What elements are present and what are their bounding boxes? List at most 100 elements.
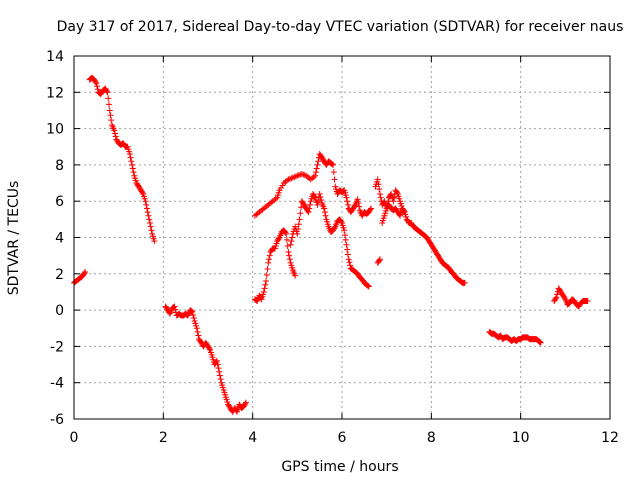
data-point [190,314,197,321]
data-point [394,189,401,196]
data-point [289,174,296,181]
data-point [315,158,322,165]
y-tick-label: 6 [55,194,64,210]
data-point [285,249,292,256]
data-points [71,74,591,415]
data-point [306,205,313,212]
x-tick-label: 4 [248,430,257,446]
data-point [288,238,295,245]
data-point [315,198,322,205]
y-tick-label: 2 [55,267,64,283]
data-point [295,172,302,179]
data-point [286,175,293,182]
data-point [262,281,269,288]
data-point [354,196,361,203]
series-G [372,176,468,286]
data-point [285,176,292,183]
y-tick-label: -4 [50,376,64,392]
data-point [396,211,403,218]
data-point [295,221,302,228]
data-point [171,303,178,310]
data-point [343,241,350,248]
y-tick-label: 8 [55,158,64,174]
data-point [356,203,363,210]
data-point [318,196,325,203]
data-point [107,112,114,119]
data-point [310,174,317,180]
data-point [536,338,543,345]
data-point [300,171,307,178]
data-point [364,282,371,289]
data-point [311,193,318,200]
series-I [379,201,408,226]
data-point [139,189,146,196]
data-point [331,224,338,231]
data-point [343,194,350,201]
data-point [295,226,302,233]
data-point [296,216,303,223]
data-point [105,95,112,102]
data-point [193,325,200,332]
data-point [148,227,155,234]
data-point [552,295,559,302]
data-point [151,238,158,245]
data-point [286,256,293,263]
data-point [387,192,394,199]
data-point [377,194,384,201]
data-point [126,151,133,158]
data-point [112,133,119,140]
series-K [551,285,591,310]
tick-layer: 0 2 4 6 8 10 12 -6 -4 -2 0 2 4 6 8 10 12 14 [46,49,619,446]
y-tick-label: 10 [46,122,64,138]
data-point [92,79,99,86]
data-point [351,203,358,210]
data-point [93,80,100,87]
data-point [82,268,89,275]
data-point [344,201,351,208]
data-point [146,216,153,223]
data-point [129,161,136,168]
data-point [312,172,319,179]
data-point [365,283,372,290]
data-point [127,154,134,161]
data-point [297,210,304,217]
data-point [142,198,149,205]
x-axis-label: GPS time / hours [281,459,398,475]
data-point [129,165,136,172]
data-point [287,241,294,248]
data-point [128,158,135,165]
data-point [188,308,195,315]
data-point [365,282,372,289]
data-point [322,212,329,219]
data-point [294,230,301,237]
data-point [345,256,352,263]
data-point [103,88,110,95]
grid-layer [74,56,610,419]
x-tick-label: 10 [512,430,530,446]
data-point [376,190,383,197]
data-point [213,357,220,364]
data-point [400,207,407,214]
data-point [282,229,289,236]
data-point [146,219,153,226]
data-point [330,169,337,176]
data-point [312,169,319,176]
data-point [214,361,221,368]
data-point [286,252,293,259]
data-point [376,186,383,193]
series-C [162,303,249,415]
data-point [106,107,113,114]
data-point [283,236,290,243]
data-point [401,209,408,216]
data-point [344,198,351,205]
data-point [461,279,468,286]
data-point [216,368,223,375]
data-point [368,205,375,212]
y-tick-label: -6 [50,412,64,428]
data-point [144,209,151,216]
data-point [341,232,348,239]
data-point [317,193,324,200]
data-point [328,160,335,167]
data-point [266,256,273,263]
